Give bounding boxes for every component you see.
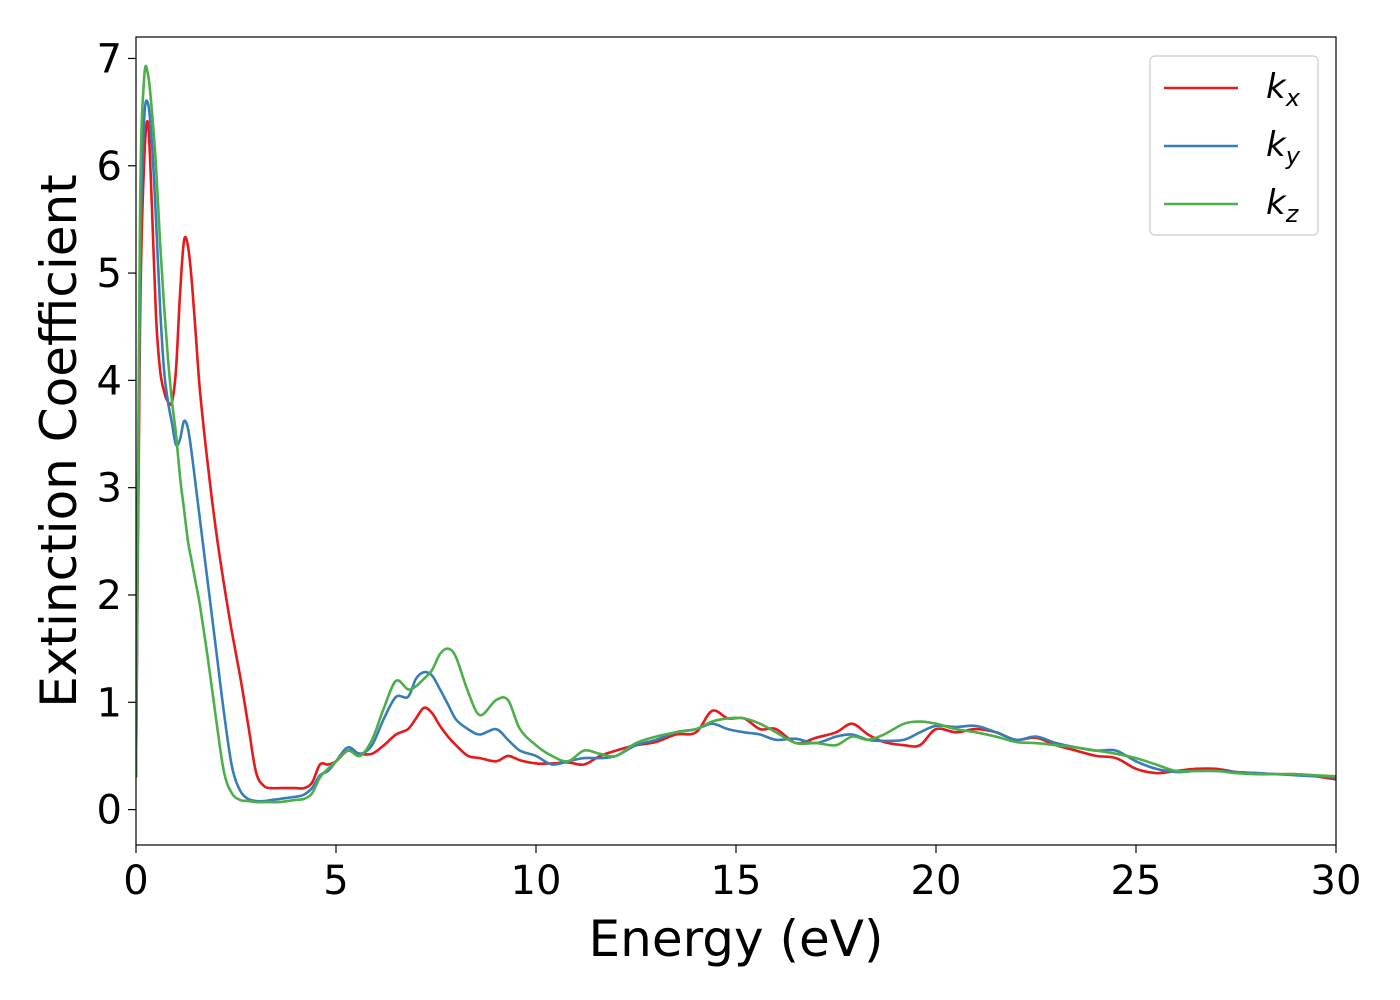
legend-subscript: x (1285, 84, 1301, 112)
x-tick-label: 20 (911, 858, 962, 904)
legend-subscript: y (1285, 142, 1301, 170)
x-tick-label: 5 (323, 858, 348, 904)
y-tick-label: 6 (97, 144, 122, 190)
series-line-ky (136, 99, 1336, 803)
y-axis-label: Extinction Coefficient (30, 174, 88, 708)
y-tick-label: 7 (97, 36, 122, 82)
x-tick-label: 30 (1311, 858, 1362, 904)
x-axis: 0 5 10 15 20 25 30 (123, 845, 1361, 904)
y-tick-label: 1 (97, 680, 122, 726)
x-axis-label: Energy (eV) (589, 910, 884, 968)
series-layer (136, 64, 1336, 804)
x-tick-label: 25 (1111, 858, 1162, 904)
series-line-kz (136, 64, 1336, 804)
legend-subscript: z (1285, 200, 1300, 228)
y-tick-label: 4 (97, 358, 122, 404)
y-tick-label: 3 (97, 466, 122, 512)
y-tick-label: 2 (97, 573, 122, 619)
x-tick-label: 0 (123, 858, 148, 904)
y-axis: 0 1 2 3 4 5 6 7 (97, 36, 136, 834)
x-tick-label: 10 (511, 858, 562, 904)
y-tick-label: 0 (97, 788, 122, 834)
y-tick-label: 5 (97, 251, 122, 297)
x-tick-label: 15 (711, 858, 762, 904)
